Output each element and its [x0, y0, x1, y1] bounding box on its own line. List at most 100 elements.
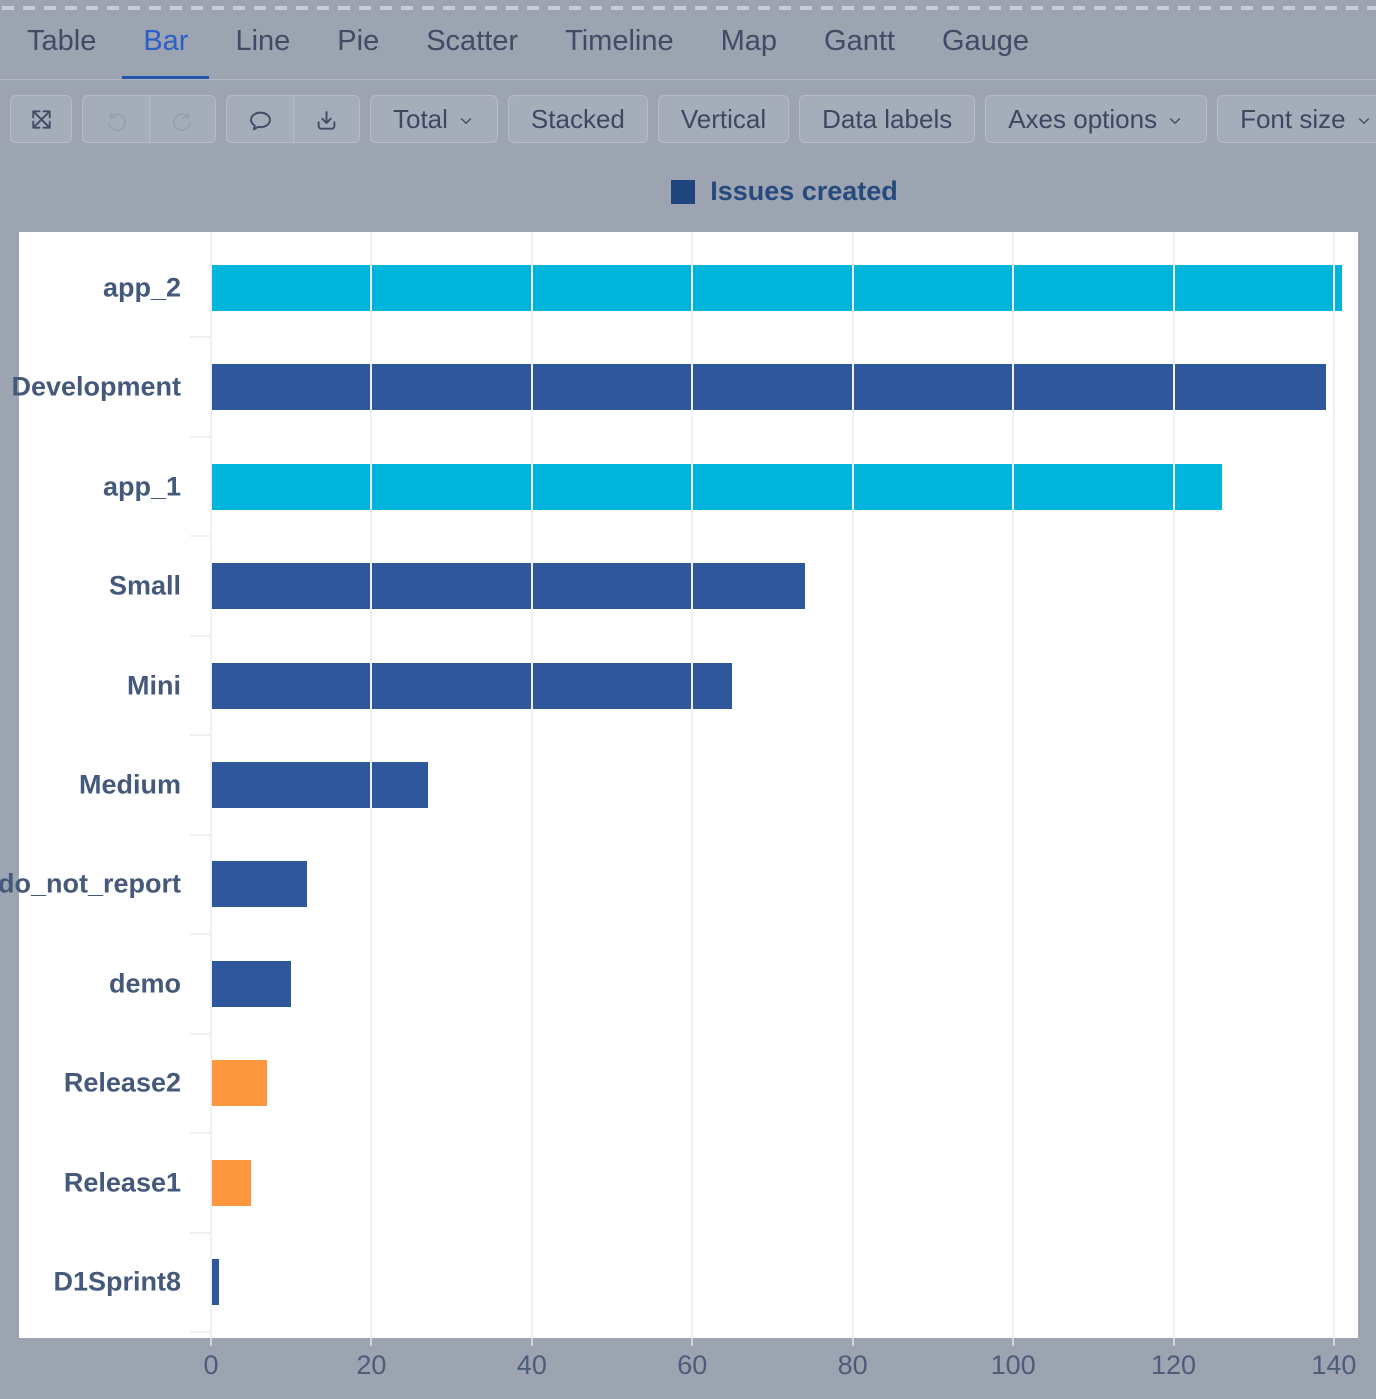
category-label-do_not_report[interactable]: do_not_report — [0, 868, 181, 899]
font-size-dropdown[interactable]: Font size — [1217, 95, 1376, 143]
stacked-button-label: Stacked — [530, 103, 625, 134]
data-labels-button[interactable]: Data labels — [799, 95, 976, 143]
tab-gantt[interactable]: Gantt — [824, 24, 895, 57]
bar-Release2[interactable] — [211, 1060, 268, 1107]
category-label-Release2[interactable]: Release2 — [63, 1067, 181, 1098]
tab-timeline[interactable]: Timeline — [565, 24, 674, 57]
gridline-100 — [1012, 232, 1015, 1338]
gridline-0 — [210, 232, 212, 1338]
x-axis-tick-20 — [370, 1338, 373, 1346]
total-dropdown[interactable]: Total — [370, 95, 498, 143]
x-axis-tick-120 — [1172, 1338, 1175, 1346]
category-label-D1Sprint8[interactable]: D1Sprint8 — [53, 1266, 181, 1297]
category-label-app_2[interactable]: app_2 — [102, 272, 181, 303]
tabbar-divider — [0, 79, 1376, 80]
gridline-140 — [1332, 232, 1335, 1338]
gridline-20 — [370, 232, 373, 1338]
fullscreen-icon — [28, 106, 55, 133]
legend-label: Issues created — [710, 176, 898, 206]
undo-button[interactable] — [83, 96, 149, 144]
category-label-Development[interactable]: Development — [11, 371, 181, 402]
bar-app_1[interactable] — [211, 463, 1222, 510]
comment-button[interactable] — [227, 96, 293, 144]
category-axis-tick — [190, 336, 211, 339]
gridline-60 — [691, 232, 694, 1338]
axes-options-dropdown[interactable]: Axes options — [985, 95, 1208, 143]
chart-type-tabs: Table Bar Line Pie Scatter Timeline Map Gantt Ga… — [6, 0, 1050, 80]
stacked-button[interactable]: Stacked — [507, 95, 648, 143]
font-size-label: Font size — [1240, 103, 1346, 134]
category-axis-tick — [190, 1331, 211, 1333]
x-axis-label-80: 80 — [837, 1350, 868, 1380]
fullscreen-button[interactable] — [10, 95, 72, 143]
redo-button[interactable] — [149, 96, 215, 144]
category-label-Mini[interactable]: Mini — [127, 670, 181, 701]
axes-options-label: Axes options — [1008, 103, 1158, 134]
category-label-Medium[interactable]: Medium — [78, 769, 181, 800]
plot-area — [190, 232, 1358, 1346]
bar-Mini[interactable] — [211, 662, 733, 709]
category-label-demo[interactable]: demo — [108, 968, 181, 999]
total-dropdown-label: Total — [393, 103, 448, 134]
x-axis-label-140: 140 — [1311, 1350, 1357, 1380]
bar-Medium[interactable] — [211, 762, 428, 808]
bar-app_2[interactable] — [211, 264, 1342, 311]
download-icon — [313, 107, 340, 134]
tab-bar[interactable]: Bar — [122, 0, 210, 80]
bar-demo[interactable] — [211, 960, 292, 1007]
category-axis-tick — [190, 833, 211, 836]
category-label-app_1[interactable]: app_1 — [102, 471, 181, 502]
category-axis-tick — [190, 535, 211, 538]
category-axis-tick — [190, 1132, 211, 1135]
tab-table[interactable]: Table — [27, 24, 97, 57]
tab-line[interactable]: Line — [235, 24, 291, 57]
toolbar: Total Stacked Vertical Data labels Axes … — [10, 95, 1376, 144]
category-label-Small[interactable]: Small — [108, 570, 181, 601]
dashed-divider — [2, 6, 1376, 10]
x-axis-label-120: 120 — [1150, 1350, 1197, 1380]
x-axis-label-20: 20 — [356, 1350, 387, 1380]
bar-Small[interactable] — [211, 563, 805, 610]
download-button[interactable] — [293, 96, 359, 144]
x-axis-label-100: 100 — [990, 1350, 1036, 1380]
tab-map[interactable]: Map — [720, 24, 778, 57]
bar-D1Sprint8[interactable] — [211, 1259, 220, 1306]
legend-swatch — [671, 179, 696, 204]
bar-Release1[interactable] — [211, 1159, 252, 1206]
bar-Development[interactable] — [211, 364, 1326, 411]
chart-legend[interactable]: Issues created — [211, 176, 1358, 207]
x-axis-label-0: 0 — [203, 1350, 219, 1380]
category-axis-tick — [190, 1231, 211, 1234]
tab-scatter[interactable]: Scatter — [426, 24, 519, 57]
vertical-button-label: Vertical — [680, 103, 767, 134]
category-axis: app_2 Development app_1 Small Mini Medium do_n… — [0, 238, 211, 1332]
x-axis-tick-40 — [530, 1338, 533, 1346]
chevron-down-icon — [457, 112, 475, 130]
x-axis-tick-100 — [1012, 1338, 1015, 1346]
chevron-down-icon — [1166, 112, 1184, 130]
x-axis-label-60: 60 — [677, 1350, 708, 1380]
bar-do_not_report[interactable] — [211, 861, 308, 908]
gridline-40 — [530, 232, 533, 1338]
gridline-80 — [851, 232, 854, 1338]
category-axis-tick — [190, 1032, 211, 1035]
gridline-120 — [1172, 232, 1175, 1338]
tab-pie[interactable]: Pie — [337, 24, 380, 57]
category-axis-tick — [190, 634, 211, 637]
bar-chart: app_2 Development app_1 Small Mini Medium do_n… — [0, 232, 1358, 1399]
category-axis-tick — [190, 933, 211, 936]
category-axis-tick — [190, 734, 211, 737]
comment-download-group — [226, 95, 360, 144]
undo-redo-group — [82, 95, 216, 144]
x-axis-tick-80 — [851, 1338, 854, 1346]
chevron-down-icon — [1355, 112, 1373, 130]
x-axis-tick-0 — [210, 1338, 212, 1346]
redo-icon — [169, 107, 196, 134]
x-axis-tick-140 — [1332, 1338, 1335, 1346]
tab-gauge[interactable]: Gauge — [941, 24, 1030, 57]
vertical-button[interactable]: Vertical — [657, 95, 790, 143]
category-axis-tick — [190, 435, 211, 438]
category-label-Release1[interactable]: Release1 — [63, 1167, 181, 1198]
data-labels-button-label: Data labels — [822, 103, 953, 134]
